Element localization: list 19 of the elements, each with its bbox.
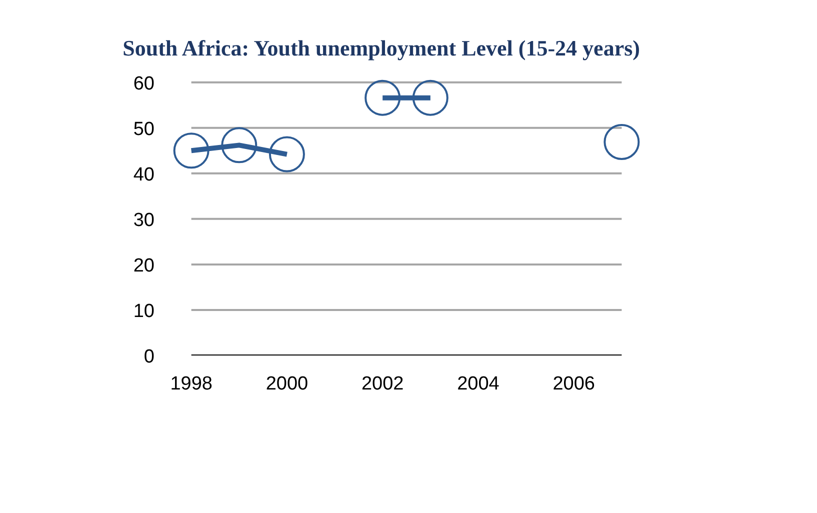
x-tick-label: 2002 xyxy=(361,374,404,394)
point xyxy=(364,80,401,116)
point xyxy=(268,136,305,172)
y-tick-label: 20 xyxy=(133,255,155,276)
x-tick-label: 2006 xyxy=(552,374,596,394)
y-tick-label: 0 xyxy=(144,346,155,368)
y-tick-label: 10 xyxy=(133,300,155,322)
x-tick-label: 2000 xyxy=(266,374,308,394)
point xyxy=(173,132,210,169)
y-tick-label: 50 xyxy=(133,118,155,140)
x-tick-label: 2004 xyxy=(457,374,500,394)
y-tick-label: 30 xyxy=(133,210,155,231)
y-tick-label: 40 xyxy=(133,164,155,186)
point xyxy=(221,127,258,164)
x-tick-label: 1998 xyxy=(170,374,212,394)
point xyxy=(604,124,640,160)
point xyxy=(412,80,448,116)
y-tick-label: 60 xyxy=(133,73,155,94)
chart-title: South Africa: Youth unemployment Level (15-24 years) xyxy=(122,36,640,60)
